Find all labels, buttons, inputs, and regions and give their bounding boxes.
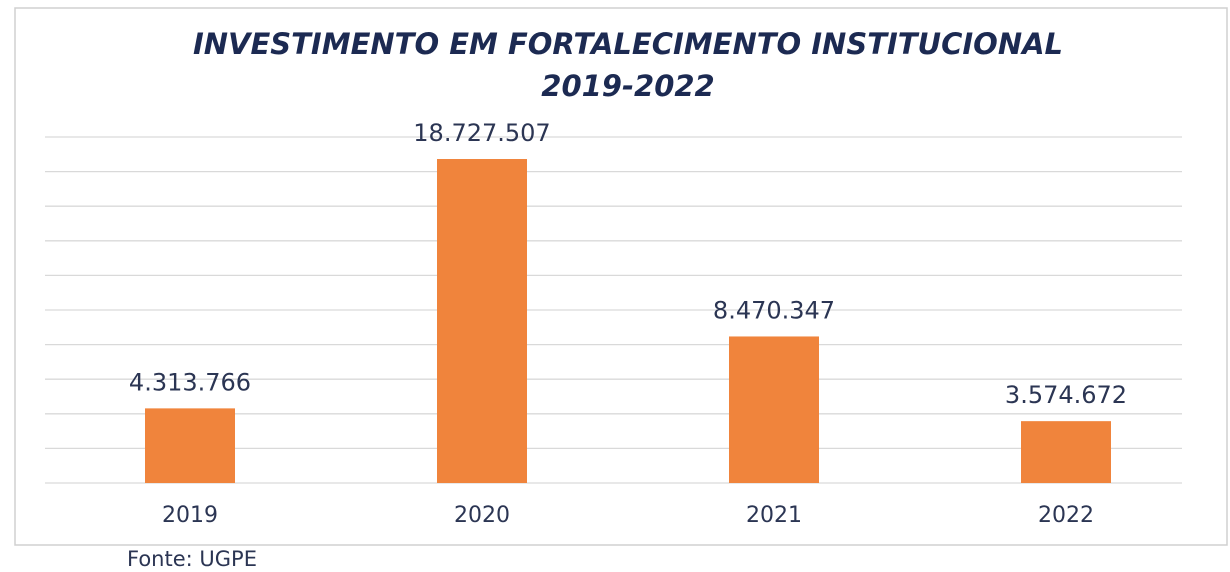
x-tick-label: 2022 <box>1038 503 1094 528</box>
chart-title: INVESTIMENTO EM FORTALECIMENTO INSTITUCI… <box>193 27 1063 61</box>
bar <box>729 336 819 483</box>
x-tick-label: 2020 <box>454 503 510 528</box>
data-label: 4.313.766 <box>129 368 251 396</box>
x-tick-label: 2021 <box>746 503 802 528</box>
data-label: 8.470.347 <box>713 296 835 324</box>
bar <box>437 159 527 483</box>
bar <box>1021 421 1111 483</box>
source-note: Fonte: UGPE <box>127 547 257 571</box>
bar <box>145 408 235 483</box>
chart-subtitle: 2019-2022 <box>541 69 714 103</box>
data-label: 3.574.672 <box>1005 381 1127 409</box>
data-label: 18.727.507 <box>413 119 550 147</box>
x-tick-label: 2019 <box>162 503 218 528</box>
